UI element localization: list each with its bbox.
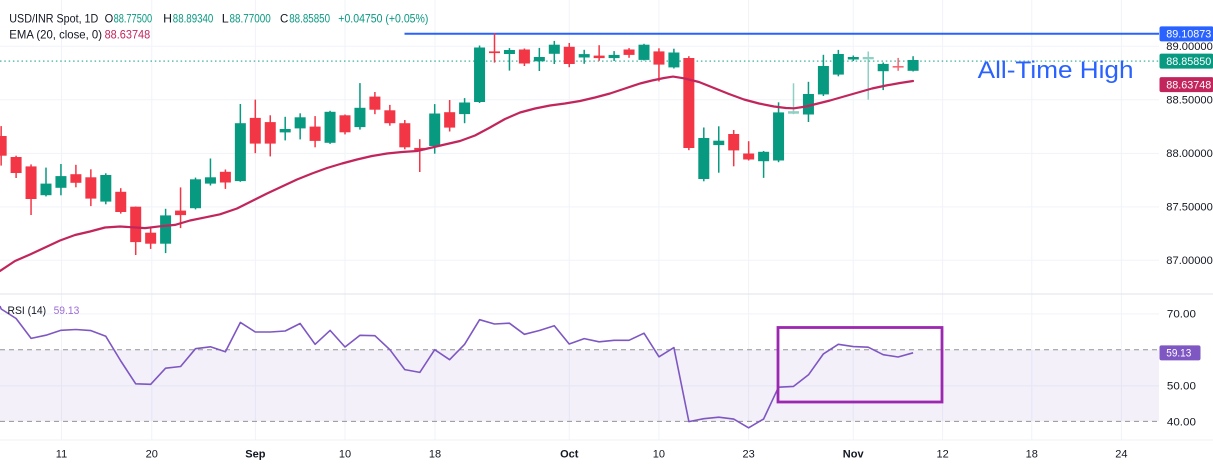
svg-text:24: 24 [1115, 448, 1127, 460]
svg-text:18: 18 [1026, 448, 1038, 460]
svg-text:50.00: 50.00 [1167, 381, 1196, 393]
svg-text:Sep: Sep [245, 448, 265, 460]
svg-text:23: 23 [742, 448, 754, 460]
svg-text:C: C [280, 11, 289, 25]
svg-text:10: 10 [653, 448, 665, 460]
svg-text:70.00: 70.00 [1167, 309, 1196, 321]
svg-text:88.77000: 88.77000 [230, 11, 272, 25]
svg-text:59.13: 59.13 [54, 305, 80, 317]
svg-text:Oct: Oct [560, 448, 579, 460]
svg-text:89.10873: 89.10873 [1166, 29, 1211, 41]
svg-text:12: 12 [936, 448, 948, 460]
svg-text:88.63748: 88.63748 [105, 27, 151, 41]
svg-text:O: O [105, 11, 114, 25]
svg-text:18: 18 [429, 448, 441, 460]
svg-text:87.00000: 87.00000 [1166, 255, 1213, 267]
svg-text:L: L [222, 11, 229, 25]
svg-text:59.13: 59.13 [1166, 348, 1191, 360]
svg-text:88.50000: 88.50000 [1166, 95, 1213, 107]
svg-text:20: 20 [146, 448, 158, 460]
svg-text:All-Time High: All-Time High [978, 57, 1134, 84]
svg-text:40.00: 40.00 [1167, 416, 1196, 428]
svg-text:88.77500: 88.77500 [114, 11, 153, 25]
svg-text:RSI (14): RSI (14) [8, 305, 47, 317]
svg-text:88.89340: 88.89340 [173, 11, 214, 25]
svg-text:USD/INR Spot, 1D: USD/INR Spot, 1D [9, 11, 98, 25]
svg-text:10: 10 [339, 448, 351, 460]
svg-text:Nov: Nov [843, 448, 865, 460]
svg-text:11: 11 [56, 448, 67, 460]
svg-text:89.00000: 89.00000 [1166, 41, 1213, 53]
svg-text:87.50000: 87.50000 [1166, 202, 1213, 214]
svg-text:88.00000: 88.00000 [1166, 148, 1213, 160]
svg-text:EMA (20, close, 0): EMA (20, close, 0) [9, 27, 102, 41]
svg-text:+0.04750 (+0.05%): +0.04750 (+0.05%) [338, 11, 428, 25]
svg-text:H: H [163, 11, 172, 25]
svg-text:88.85850: 88.85850 [1166, 56, 1211, 68]
svg-text:88.63748: 88.63748 [1166, 79, 1211, 91]
svg-text:88.85850: 88.85850 [289, 11, 330, 25]
